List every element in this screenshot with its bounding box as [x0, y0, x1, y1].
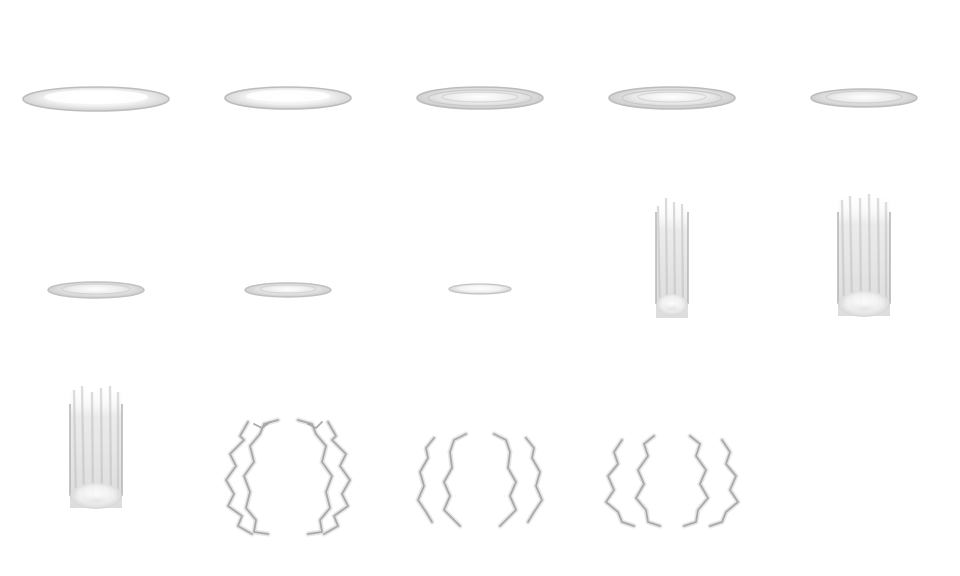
portal-ring-icon	[604, 85, 740, 111]
frame-15-empty	[768, 384, 960, 576]
lightning-ring-icon	[223, 417, 353, 537]
frame-4-ring	[576, 0, 768, 192]
frame-1-ring	[0, 0, 192, 192]
frame-3-ring	[384, 0, 576, 192]
portal-ring-icon	[220, 85, 356, 111]
frame-13-lightning	[384, 384, 576, 576]
light-pillar-icon	[68, 385, 124, 510]
frame-8-ring	[384, 192, 576, 384]
portal-ring-icon	[18, 84, 174, 114]
frame-9-pillar	[576, 192, 768, 384]
portal-ring-icon	[241, 281, 335, 299]
frame-5-ring	[768, 0, 960, 192]
frame-7-ring	[192, 192, 384, 384]
frame-6-ring	[0, 192, 192, 384]
portal-ring-icon	[44, 280, 148, 300]
light-pillar-icon	[654, 197, 690, 318]
frame-10-pillar	[768, 192, 960, 384]
frame-2-ring	[192, 0, 384, 192]
frame-14-lightning	[576, 384, 768, 576]
portal-ring-icon	[807, 87, 921, 109]
portal-ring-icon	[412, 85, 548, 111]
portal-ring-icon	[445, 282, 515, 296]
lightning-ring-icon	[603, 433, 741, 529]
frame-12-lightning	[192, 384, 384, 576]
lightning-ring-icon	[415, 431, 545, 529]
light-pillar-icon	[836, 193, 892, 318]
frame-11-pillar	[0, 384, 192, 576]
